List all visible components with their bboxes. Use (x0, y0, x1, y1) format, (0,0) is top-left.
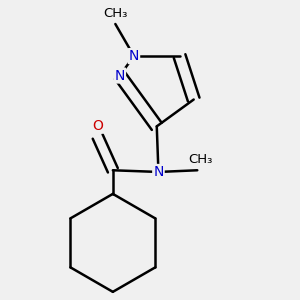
Text: N: N (153, 165, 164, 179)
Text: CH₃: CH₃ (103, 8, 128, 20)
Text: O: O (92, 119, 103, 133)
Text: N: N (115, 68, 125, 83)
Text: CH₃: CH₃ (188, 153, 213, 166)
Text: N: N (129, 49, 139, 63)
